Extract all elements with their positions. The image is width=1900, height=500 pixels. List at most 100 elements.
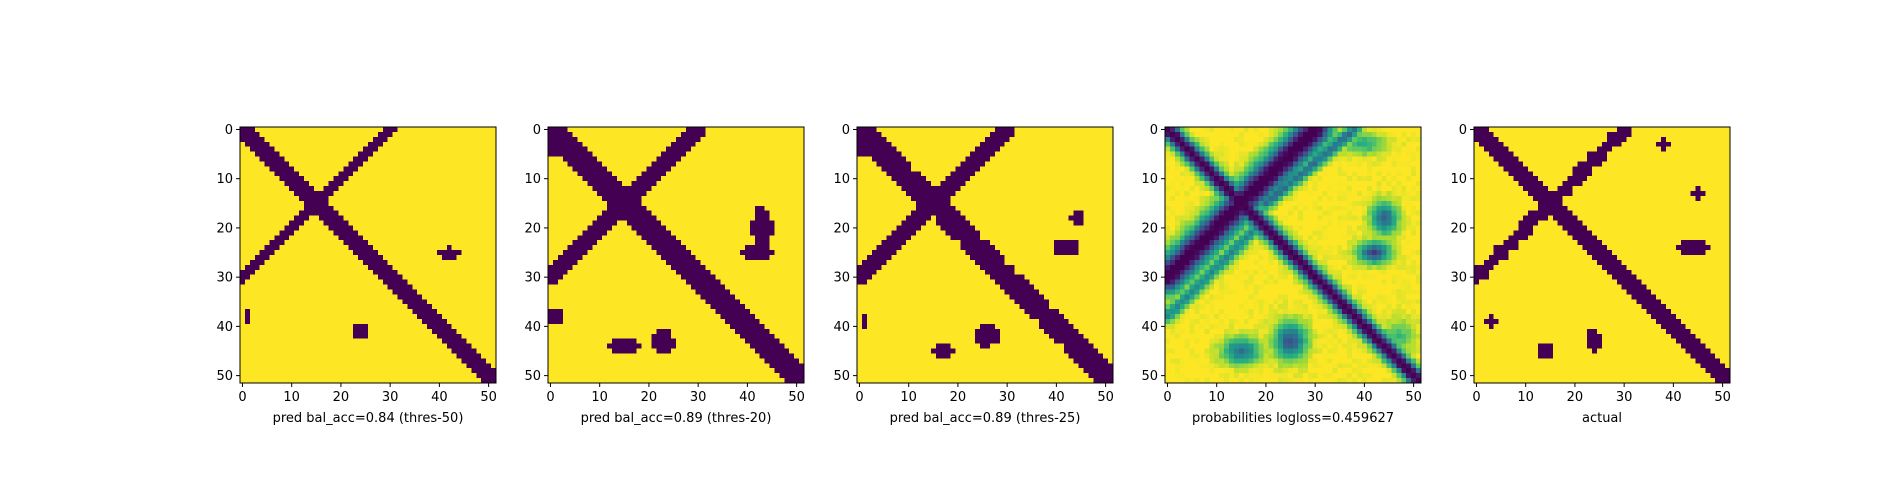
heatmap-cell [269,171,275,177]
heatmap-cell [363,151,369,157]
heatmap-cell [754,171,760,177]
heatmap-cell [338,250,344,256]
heatmap-cell [676,294,682,300]
heatmap-cell [299,319,305,325]
heatmap-cell [392,195,398,201]
heatmap-cell [264,200,270,206]
heatmap-cell [313,225,319,231]
heatmap-cell [690,176,696,182]
heatmap-cell [562,215,568,221]
heatmap-cell [577,289,583,295]
heatmap-cell [557,338,563,344]
heatmap-cell [244,146,250,152]
heatmap-cell [328,240,334,246]
heatmap-cell [476,240,482,246]
heatmap-cell [794,181,800,187]
heatmap-cell [274,289,280,295]
heatmap-cell [491,259,497,265]
heatmap-cell [567,259,573,265]
heatmap-cell [552,215,558,221]
heatmap-cell [680,181,686,187]
heatmap-cell [259,215,265,221]
heatmap-cell [299,250,305,256]
heatmap-cell [249,259,255,265]
heatmap-cell [264,343,270,349]
x-tick-label: 30 [382,390,399,405]
heatmap-cell [446,284,452,290]
heatmap-cell [612,338,618,344]
heatmap-cell [387,323,393,329]
heatmap-cell [671,255,677,261]
heatmap-cell [441,269,447,275]
heatmap-cell [392,220,398,226]
heatmap-cell [740,151,746,157]
heatmap-cell [631,146,637,152]
heatmap-cell [249,269,255,275]
heatmap-cell [441,195,447,201]
heatmap-cell [244,210,250,216]
heatmap-cell [279,141,285,147]
heatmap-cell [279,279,285,285]
heatmap-cell [725,235,731,241]
heatmap-cell [720,186,726,192]
heatmap-cell [461,250,467,256]
heatmap-cell [491,205,497,211]
heatmap-cell [656,338,662,344]
heatmap-cell [456,348,462,354]
heatmap-cell [582,274,588,280]
heatmap-cell [343,176,349,182]
heatmap-cell [343,161,349,167]
heatmap-cell [436,186,442,192]
heatmap-cell [552,279,558,285]
heatmap-cell [626,127,632,133]
heatmap-cell [567,338,573,344]
heatmap-cell [249,191,255,197]
heatmap-cell [592,230,598,236]
heatmap-cell [794,210,800,216]
heatmap-cell [466,136,472,142]
heatmap-cell [491,323,497,329]
heatmap-cell [548,205,554,211]
heatmap-cell [456,225,462,231]
heatmap-cell [754,289,760,295]
heatmap-cell [676,304,682,310]
heatmap-cell [353,314,359,320]
heatmap-cell [264,289,270,295]
heatmap-cell [461,333,467,339]
heatmap-cell [441,210,447,216]
heatmap-cell [377,255,383,261]
heatmap-cell [582,259,588,265]
heatmap-cell [730,323,736,329]
heatmap-cell [348,181,354,187]
heatmap-cell [626,338,632,344]
heatmap-cell [279,378,285,384]
heatmap-cell [294,328,300,334]
heatmap-cell [333,210,339,216]
heatmap-cell [299,181,305,187]
heatmap-cell [646,264,652,270]
heatmap-cell [328,264,334,270]
heatmap-cell [562,176,568,182]
heatmap-cell [680,210,686,216]
heatmap-cell [695,171,701,177]
heatmap-cell [597,323,603,329]
heatmap-cell [382,127,388,133]
heatmap-cell [377,373,383,379]
axes-frame [239,126,497,384]
heatmap-cell [274,358,280,364]
heatmap-cell [318,264,324,270]
heatmap-cell [318,245,324,251]
heatmap-cell [259,151,265,157]
heatmap-cell [671,319,677,325]
heatmap-cell [392,255,398,261]
heatmap-cell [602,176,608,182]
heatmap-cell [338,289,344,295]
heatmap-cell [715,284,721,290]
heatmap-cell [740,141,746,147]
heatmap-cell [363,136,369,142]
heatmap-cell [557,255,563,261]
heatmap-cell [572,166,578,172]
heatmap-cell [784,156,790,162]
heatmap-cell [343,323,349,329]
heatmap-cell [700,264,706,270]
